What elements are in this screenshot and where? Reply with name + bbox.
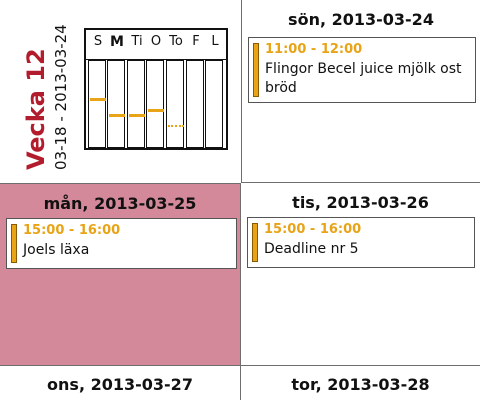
event-time: 11:00 - 12:00 xyxy=(265,42,363,57)
day-date-header: mån, 2013-03-25 xyxy=(43,194,197,213)
calendar-event[interactable]: 15:00 - 16:00 Joels läxa xyxy=(6,218,237,269)
mini-event-marker xyxy=(129,114,145,117)
mini-day-column[interactable] xyxy=(107,60,125,148)
event-time: 15:00 - 16:00 xyxy=(264,222,362,237)
mini-day-column[interactable] xyxy=(146,60,164,148)
mini-event-marker xyxy=(90,98,106,101)
day-cell-sunday[interactable]: sön, 2013-03-24 11:00 - 12:00 Flingor Be… xyxy=(241,0,480,183)
event-title: Flingor Becel juice mjölk ost bröd xyxy=(265,61,462,96)
day-date-header: tis, 2013-03-26 xyxy=(292,193,429,212)
mini-event-marker xyxy=(168,125,184,127)
event-color-bar xyxy=(253,43,259,97)
event-color-bar xyxy=(11,224,17,263)
mini-day-column[interactable] xyxy=(186,60,204,148)
mini-event-marker xyxy=(148,109,164,112)
mini-day-label: O xyxy=(150,34,162,49)
week-date-range: 03-18 - 2013-03-24 xyxy=(52,24,70,170)
mini-day-label-current: M xyxy=(110,34,124,50)
day-date-header: tor, 2013-03-28 xyxy=(291,375,430,394)
mini-day-label: F xyxy=(192,34,200,49)
calendar-event[interactable]: 15:00 - 16:00 Deadline nr 5 xyxy=(247,217,475,268)
mini-day-column[interactable] xyxy=(127,60,145,148)
mini-event-marker xyxy=(109,114,125,117)
mini-calendar-header: S M Ti O To F L xyxy=(86,30,226,58)
calendar-event[interactable]: 11:00 - 12:00 Flingor Becel juice mjölk … xyxy=(248,37,476,103)
day-cell-monday[interactable]: mån, 2013-03-25 15:00 - 16:00 Joels läxa xyxy=(0,183,241,366)
mini-day-column[interactable] xyxy=(166,60,184,148)
mini-day-column[interactable] xyxy=(88,60,106,148)
week-header: Vecka 12 03-18 - 2013-03-24 xyxy=(22,24,70,170)
mini-day-label: To xyxy=(169,34,183,49)
day-date-header: ons, 2013-03-27 xyxy=(47,375,193,394)
day-cell-thursday[interactable]: tor, 2013-03-28 xyxy=(241,366,480,400)
week-number-title: Vecka 12 xyxy=(22,48,50,170)
day-date-header: sön, 2013-03-24 xyxy=(288,10,434,29)
mini-week-calendar[interactable]: S M Ti O To F L xyxy=(84,28,228,150)
event-time: 15:00 - 16:00 xyxy=(23,223,121,238)
mini-day-label: Ti xyxy=(131,34,143,49)
mini-day-label: S xyxy=(93,34,103,49)
mini-day-label: L xyxy=(211,34,219,49)
day-cell-wednesday[interactable]: ons, 2013-03-27 xyxy=(0,366,241,400)
mini-header-divider xyxy=(86,59,226,60)
day-cell-tuesday[interactable]: tis, 2013-03-26 15:00 - 16:00 Deadline n… xyxy=(241,183,480,366)
event-title: Joels läxa xyxy=(23,242,90,258)
week-overview-panel: Vecka 12 03-18 - 2013-03-24 S M Ti O To … xyxy=(0,0,240,182)
mini-day-column[interactable] xyxy=(205,60,223,148)
event-color-bar xyxy=(252,223,258,262)
event-title: Deadline nr 5 xyxy=(264,241,359,257)
